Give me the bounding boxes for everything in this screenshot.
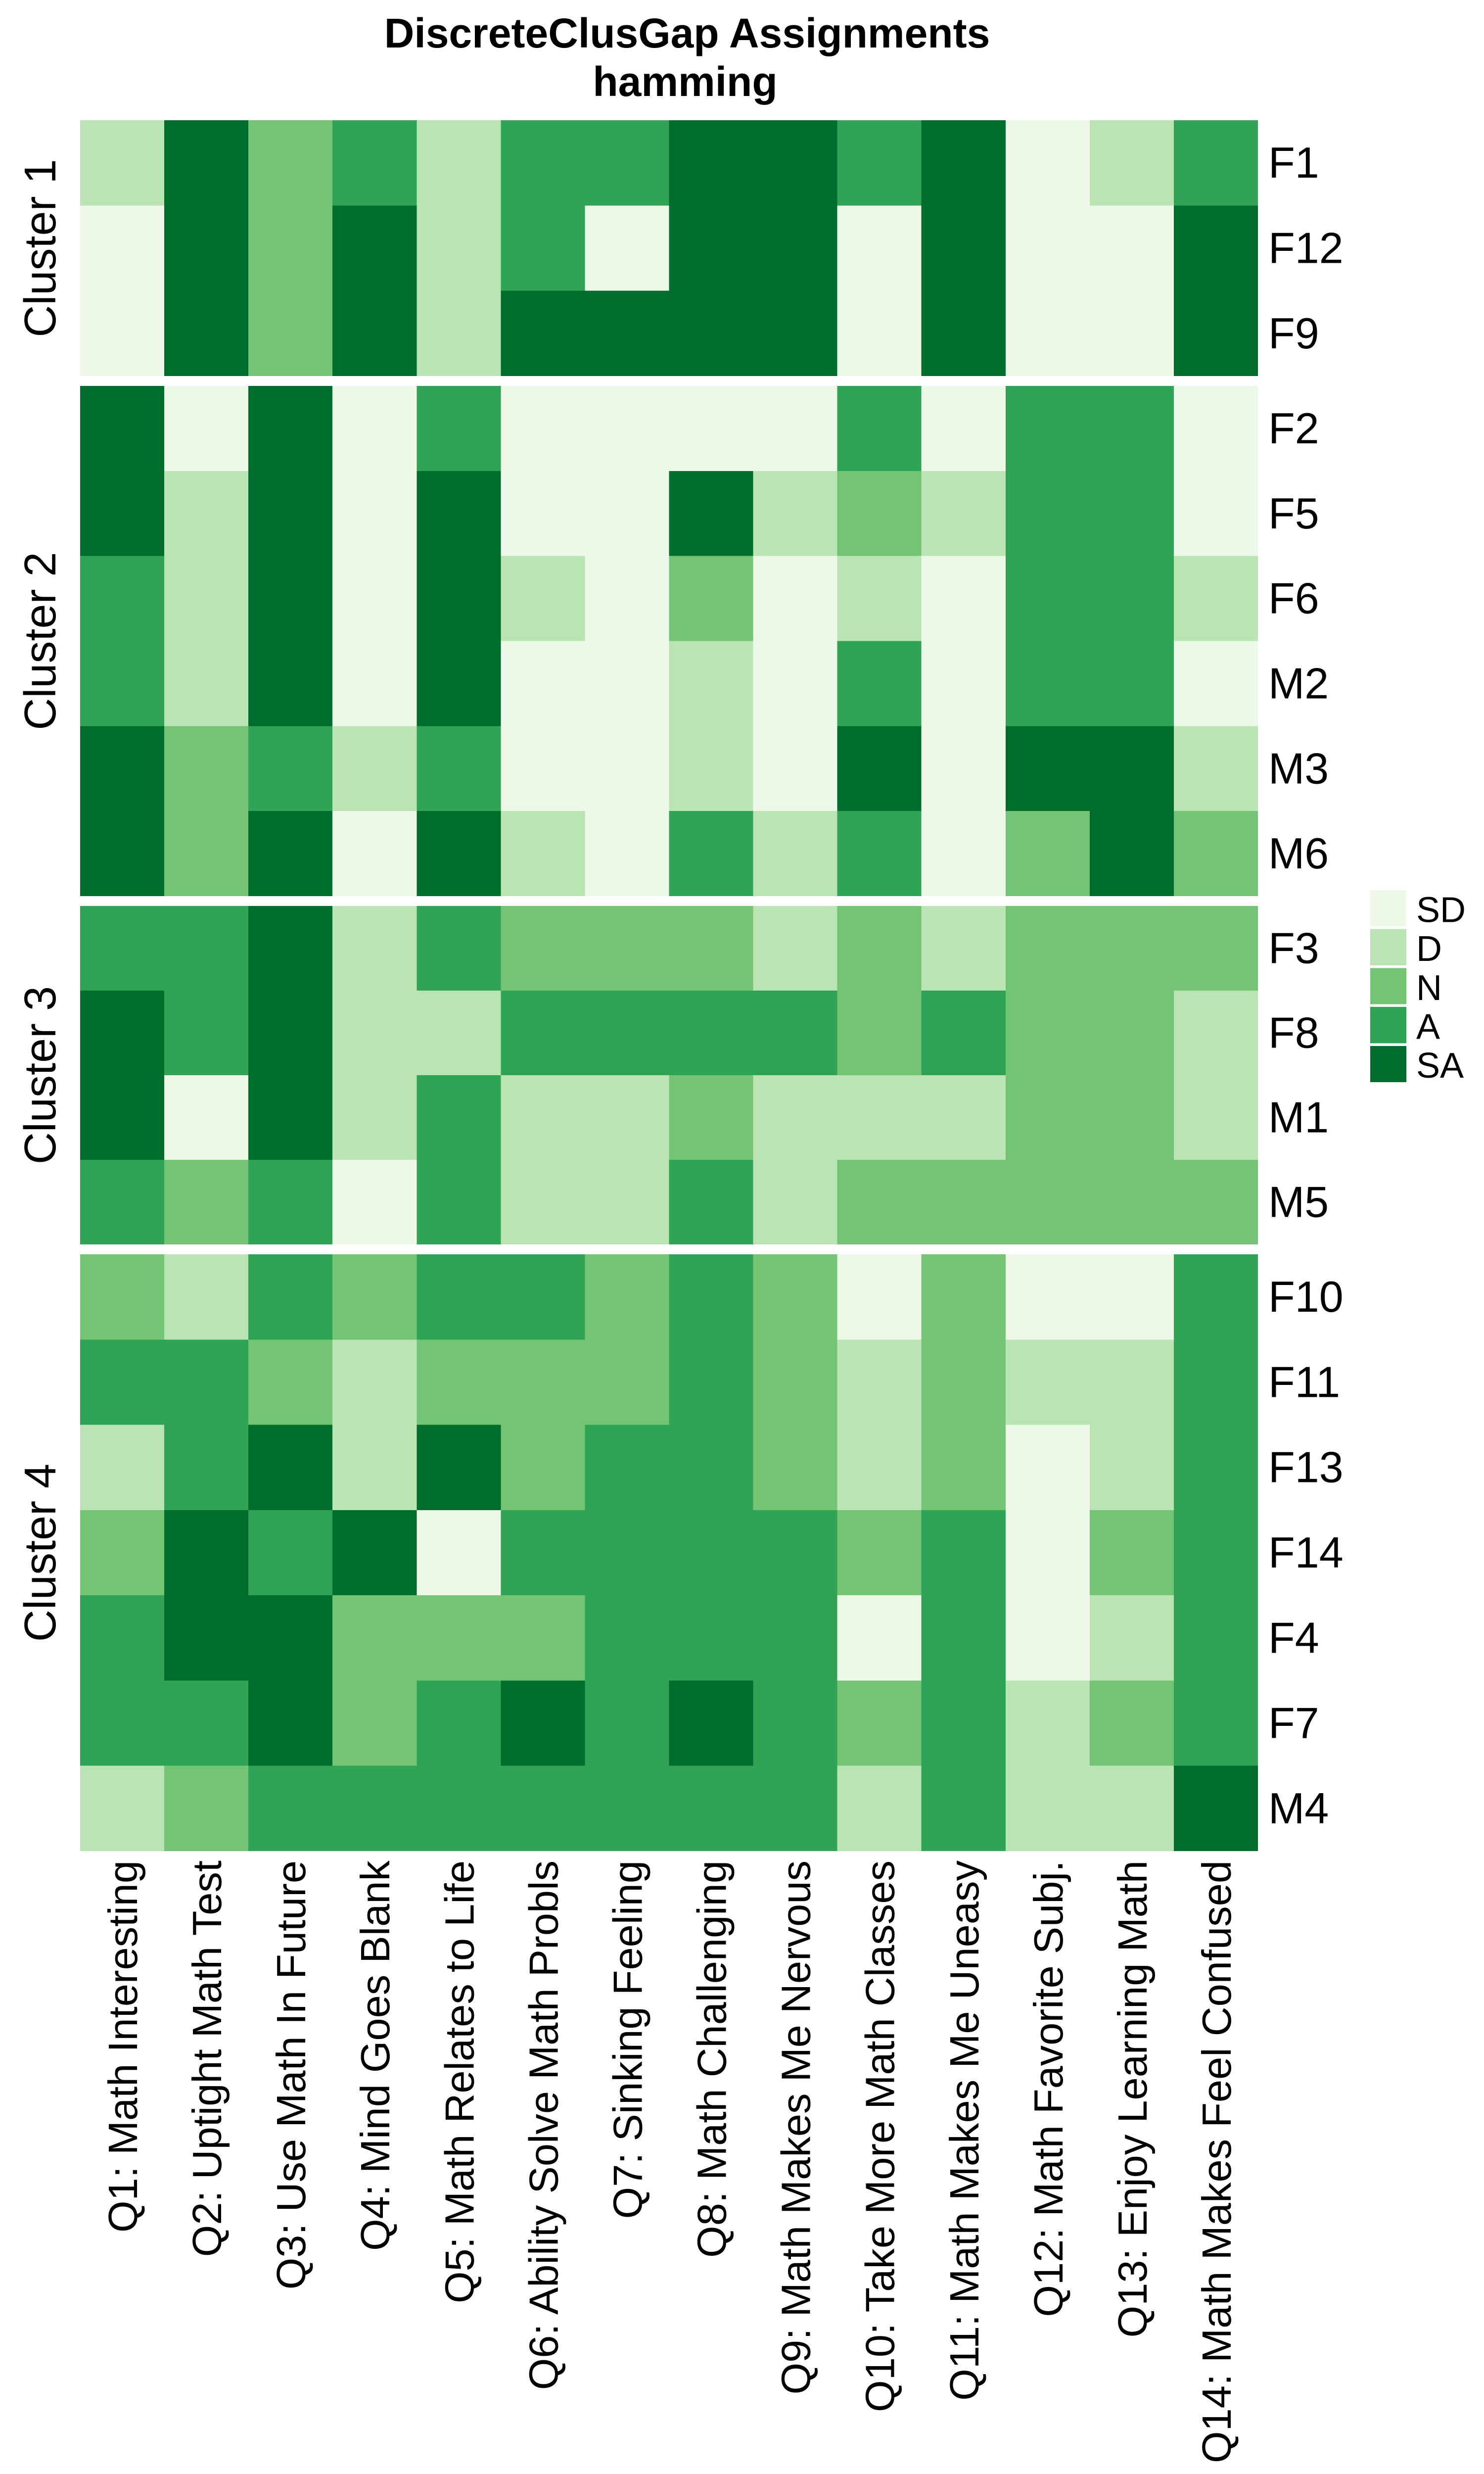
svg-text:Q13: Enjoy Learning Math: Q13: Enjoy Learning Math	[1110, 1860, 1156, 2337]
svg-text:M2: M2	[1268, 659, 1329, 708]
svg-text:F2: F2	[1268, 404, 1319, 453]
svg-text:F9: F9	[1268, 309, 1319, 358]
svg-text:Q3: Use Math In Future: Q3: Use Math In Future	[268, 1860, 314, 2289]
svg-text:M6: M6	[1268, 829, 1329, 878]
svg-text:Q1: Math Interesting: Q1: Math Interesting	[100, 1860, 146, 2233]
svg-text:F4: F4	[1268, 1613, 1319, 1662]
svg-text:Q11: Math Makes Me Uneasy: Q11: Math Makes Me Uneasy	[941, 1860, 987, 2401]
svg-text:M4: M4	[1268, 1784, 1329, 1833]
svg-text:DiscreteClusGap Assignments: DiscreteClusGap Assignments	[384, 10, 990, 56]
svg-text:N: N	[1416, 968, 1442, 1008]
svg-text:Cluster 4: Cluster 4	[16, 1464, 65, 1642]
svg-text:Q14: Math Makes Feel Confused: Q14: Math Makes Feel Confused	[1194, 1860, 1240, 2463]
svg-text:Q6: Ability Solve Math Probls: Q6: Ability Solve Math Probls	[520, 1860, 566, 2390]
svg-text:Q4: Mind Goes Blank: Q4: Mind Goes Blank	[352, 1860, 398, 2251]
svg-text:F7: F7	[1268, 1699, 1319, 1748]
svg-text:Q5: Math Relates to Life: Q5: Math Relates to Life	[436, 1860, 482, 2303]
svg-text:Q7: Sinking Feeling: Q7: Sinking Feeling	[605, 1860, 651, 2219]
svg-text:D: D	[1416, 929, 1442, 969]
svg-text:F8: F8	[1268, 1008, 1319, 1057]
svg-text:hamming: hamming	[593, 58, 777, 105]
svg-text:F12: F12	[1268, 224, 1344, 273]
svg-text:Cluster 3: Cluster 3	[16, 986, 65, 1164]
svg-text:Cluster 2: Cluster 2	[16, 552, 65, 730]
svg-text:Q2: Uptight Math Test: Q2: Uptight Math Test	[184, 1860, 230, 2257]
svg-text:Cluster 1: Cluster 1	[16, 159, 65, 337]
svg-text:F14: F14	[1268, 1528, 1344, 1577]
svg-text:A: A	[1416, 1007, 1440, 1047]
svg-text:Q9: Math Makes Me Nervous: Q9: Math Makes Me Nervous	[773, 1860, 819, 2394]
svg-text:F5: F5	[1268, 489, 1319, 538]
svg-text:Q8: Math Challenging: Q8: Math Challenging	[689, 1860, 735, 2258]
svg-text:M5: M5	[1268, 1178, 1329, 1227]
svg-text:F10: F10	[1268, 1272, 1344, 1321]
svg-text:Q12: Math Favorite Subj.: Q12: Math Favorite Subj.	[1025, 1860, 1071, 2317]
svg-text:SA: SA	[1416, 1046, 1464, 1086]
svg-text:M3: M3	[1268, 744, 1329, 793]
svg-text:F13: F13	[1268, 1443, 1344, 1492]
svg-text:SD: SD	[1416, 890, 1466, 930]
svg-text:F3: F3	[1268, 924, 1319, 973]
svg-text:Q10: Take More Math Classes: Q10: Take More Math Classes	[857, 1860, 903, 2412]
svg-text:F6: F6	[1268, 574, 1319, 623]
svg-text:M1: M1	[1268, 1093, 1329, 1142]
svg-text:F11: F11	[1268, 1357, 1340, 1406]
svg-text:F1: F1	[1268, 138, 1319, 187]
